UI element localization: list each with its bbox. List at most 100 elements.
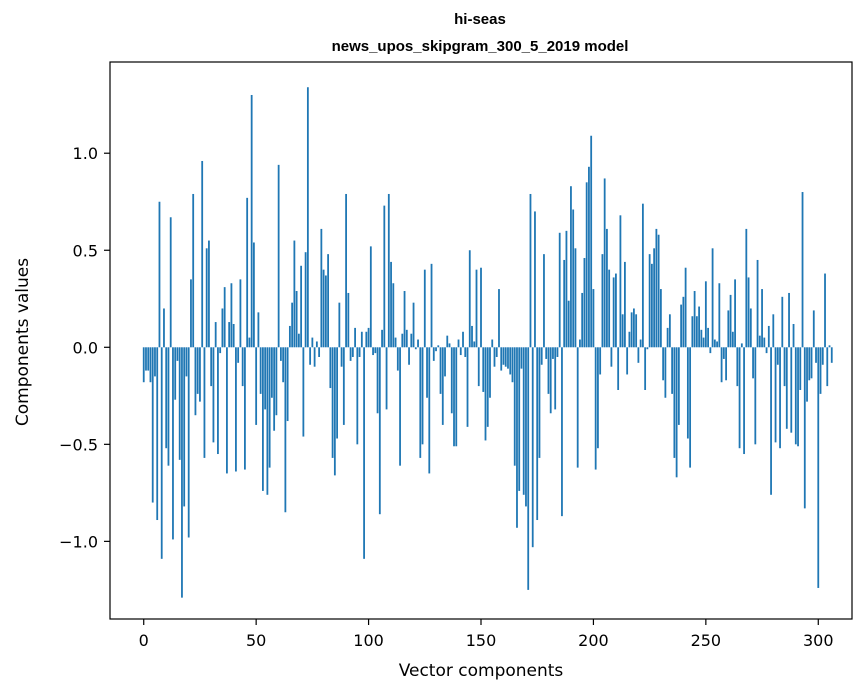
bar-204 xyxy=(601,254,604,348)
bar-161 xyxy=(504,347,507,367)
bar-249 xyxy=(702,337,705,348)
bar-288 xyxy=(790,347,793,433)
bar-290 xyxy=(794,347,797,445)
bar-306 xyxy=(830,347,833,363)
bar-31 xyxy=(212,347,215,443)
bar-33 xyxy=(217,347,219,455)
chart-title-line1: hi-seas xyxy=(454,11,506,28)
bar-200 xyxy=(592,289,595,348)
y-axis-label: Components values xyxy=(13,258,33,426)
bar-48 xyxy=(250,94,253,348)
bar-49 xyxy=(253,242,255,348)
bar-282 xyxy=(776,347,779,365)
bar-294 xyxy=(803,347,806,509)
bar-275 xyxy=(761,289,763,348)
bar-118 xyxy=(408,347,410,365)
bar-300 xyxy=(817,347,820,588)
plot-frame xyxy=(109,61,853,620)
bar-223 xyxy=(644,347,647,390)
bar-100 xyxy=(367,327,370,348)
bar-66 xyxy=(291,302,294,348)
bar-150 xyxy=(480,267,482,348)
bar-113 xyxy=(396,347,399,371)
bar-194 xyxy=(579,339,581,348)
bar-277 xyxy=(765,347,768,354)
bar-235 xyxy=(671,347,674,394)
bar-102 xyxy=(372,347,374,356)
bar-56 xyxy=(268,347,271,468)
bar-214 xyxy=(624,261,626,348)
bar-224 xyxy=(646,347,649,350)
bar-40 xyxy=(232,324,235,348)
x-tick-label: 50 xyxy=(246,631,266,650)
bar-74 xyxy=(309,347,312,365)
bar-13 xyxy=(172,347,174,540)
bar-217 xyxy=(630,312,633,348)
bar-151 xyxy=(482,347,485,392)
bar-73 xyxy=(306,87,309,348)
bar-272 xyxy=(754,347,757,445)
bar-218 xyxy=(633,308,635,348)
bar-37 xyxy=(226,347,228,474)
bar-289 xyxy=(792,324,795,348)
bar-91 xyxy=(347,292,350,348)
x-tick-label: 200 xyxy=(578,631,609,650)
bar-154 xyxy=(489,347,491,398)
bar-236 xyxy=(673,347,676,458)
bar-163 xyxy=(509,347,512,375)
bar-205 xyxy=(603,178,606,348)
bar-268 xyxy=(745,228,748,348)
bar-50 xyxy=(255,347,258,425)
bar-18 xyxy=(183,347,186,507)
bar-231 xyxy=(662,347,665,381)
bar-129 xyxy=(432,347,435,361)
bar-183 xyxy=(554,347,557,410)
bar-281 xyxy=(774,347,777,443)
x-tick-label: 300 xyxy=(803,631,834,650)
bar-82 xyxy=(327,254,329,348)
bar-85 xyxy=(333,347,336,476)
bar-114 xyxy=(399,347,401,466)
bar-167 xyxy=(518,347,521,491)
bar-27 xyxy=(203,347,206,458)
y-tick-label: 1.0 xyxy=(73,144,98,163)
bar-185 xyxy=(558,232,561,348)
bar-58 xyxy=(273,347,276,431)
bar-7 xyxy=(158,201,161,348)
bar-30 xyxy=(210,347,213,387)
bar-105 xyxy=(378,347,381,515)
bar-142 xyxy=(462,331,464,348)
bar-216 xyxy=(628,331,631,348)
bar-25 xyxy=(199,347,201,402)
bar-254 xyxy=(713,339,716,348)
bar-285 xyxy=(783,347,786,387)
bar-298 xyxy=(812,310,815,348)
bar-271 xyxy=(752,347,754,379)
bar-305 xyxy=(828,345,831,348)
bar-136 xyxy=(448,343,451,348)
bar-240 xyxy=(682,296,685,348)
bar-98 xyxy=(363,347,365,559)
bar-28 xyxy=(205,248,208,348)
bar-145 xyxy=(468,250,471,348)
bar-93 xyxy=(351,347,354,357)
bar-34 xyxy=(219,347,222,354)
bar-213 xyxy=(621,314,624,348)
bar-242 xyxy=(686,347,689,439)
bar-107 xyxy=(383,205,386,348)
bar-299 xyxy=(815,347,817,363)
bar-232 xyxy=(664,347,667,398)
bar-169 xyxy=(522,347,525,495)
bar-140 xyxy=(457,339,460,348)
bar-133 xyxy=(441,347,444,425)
bar-80 xyxy=(322,269,325,348)
bar-283 xyxy=(779,347,781,449)
bar-207 xyxy=(608,269,611,348)
bar-127 xyxy=(428,347,431,474)
bar-4 xyxy=(151,347,154,503)
bar-111 xyxy=(392,283,395,348)
bar-44 xyxy=(241,347,244,387)
bar-246 xyxy=(695,316,698,348)
bar-255 xyxy=(716,341,718,348)
